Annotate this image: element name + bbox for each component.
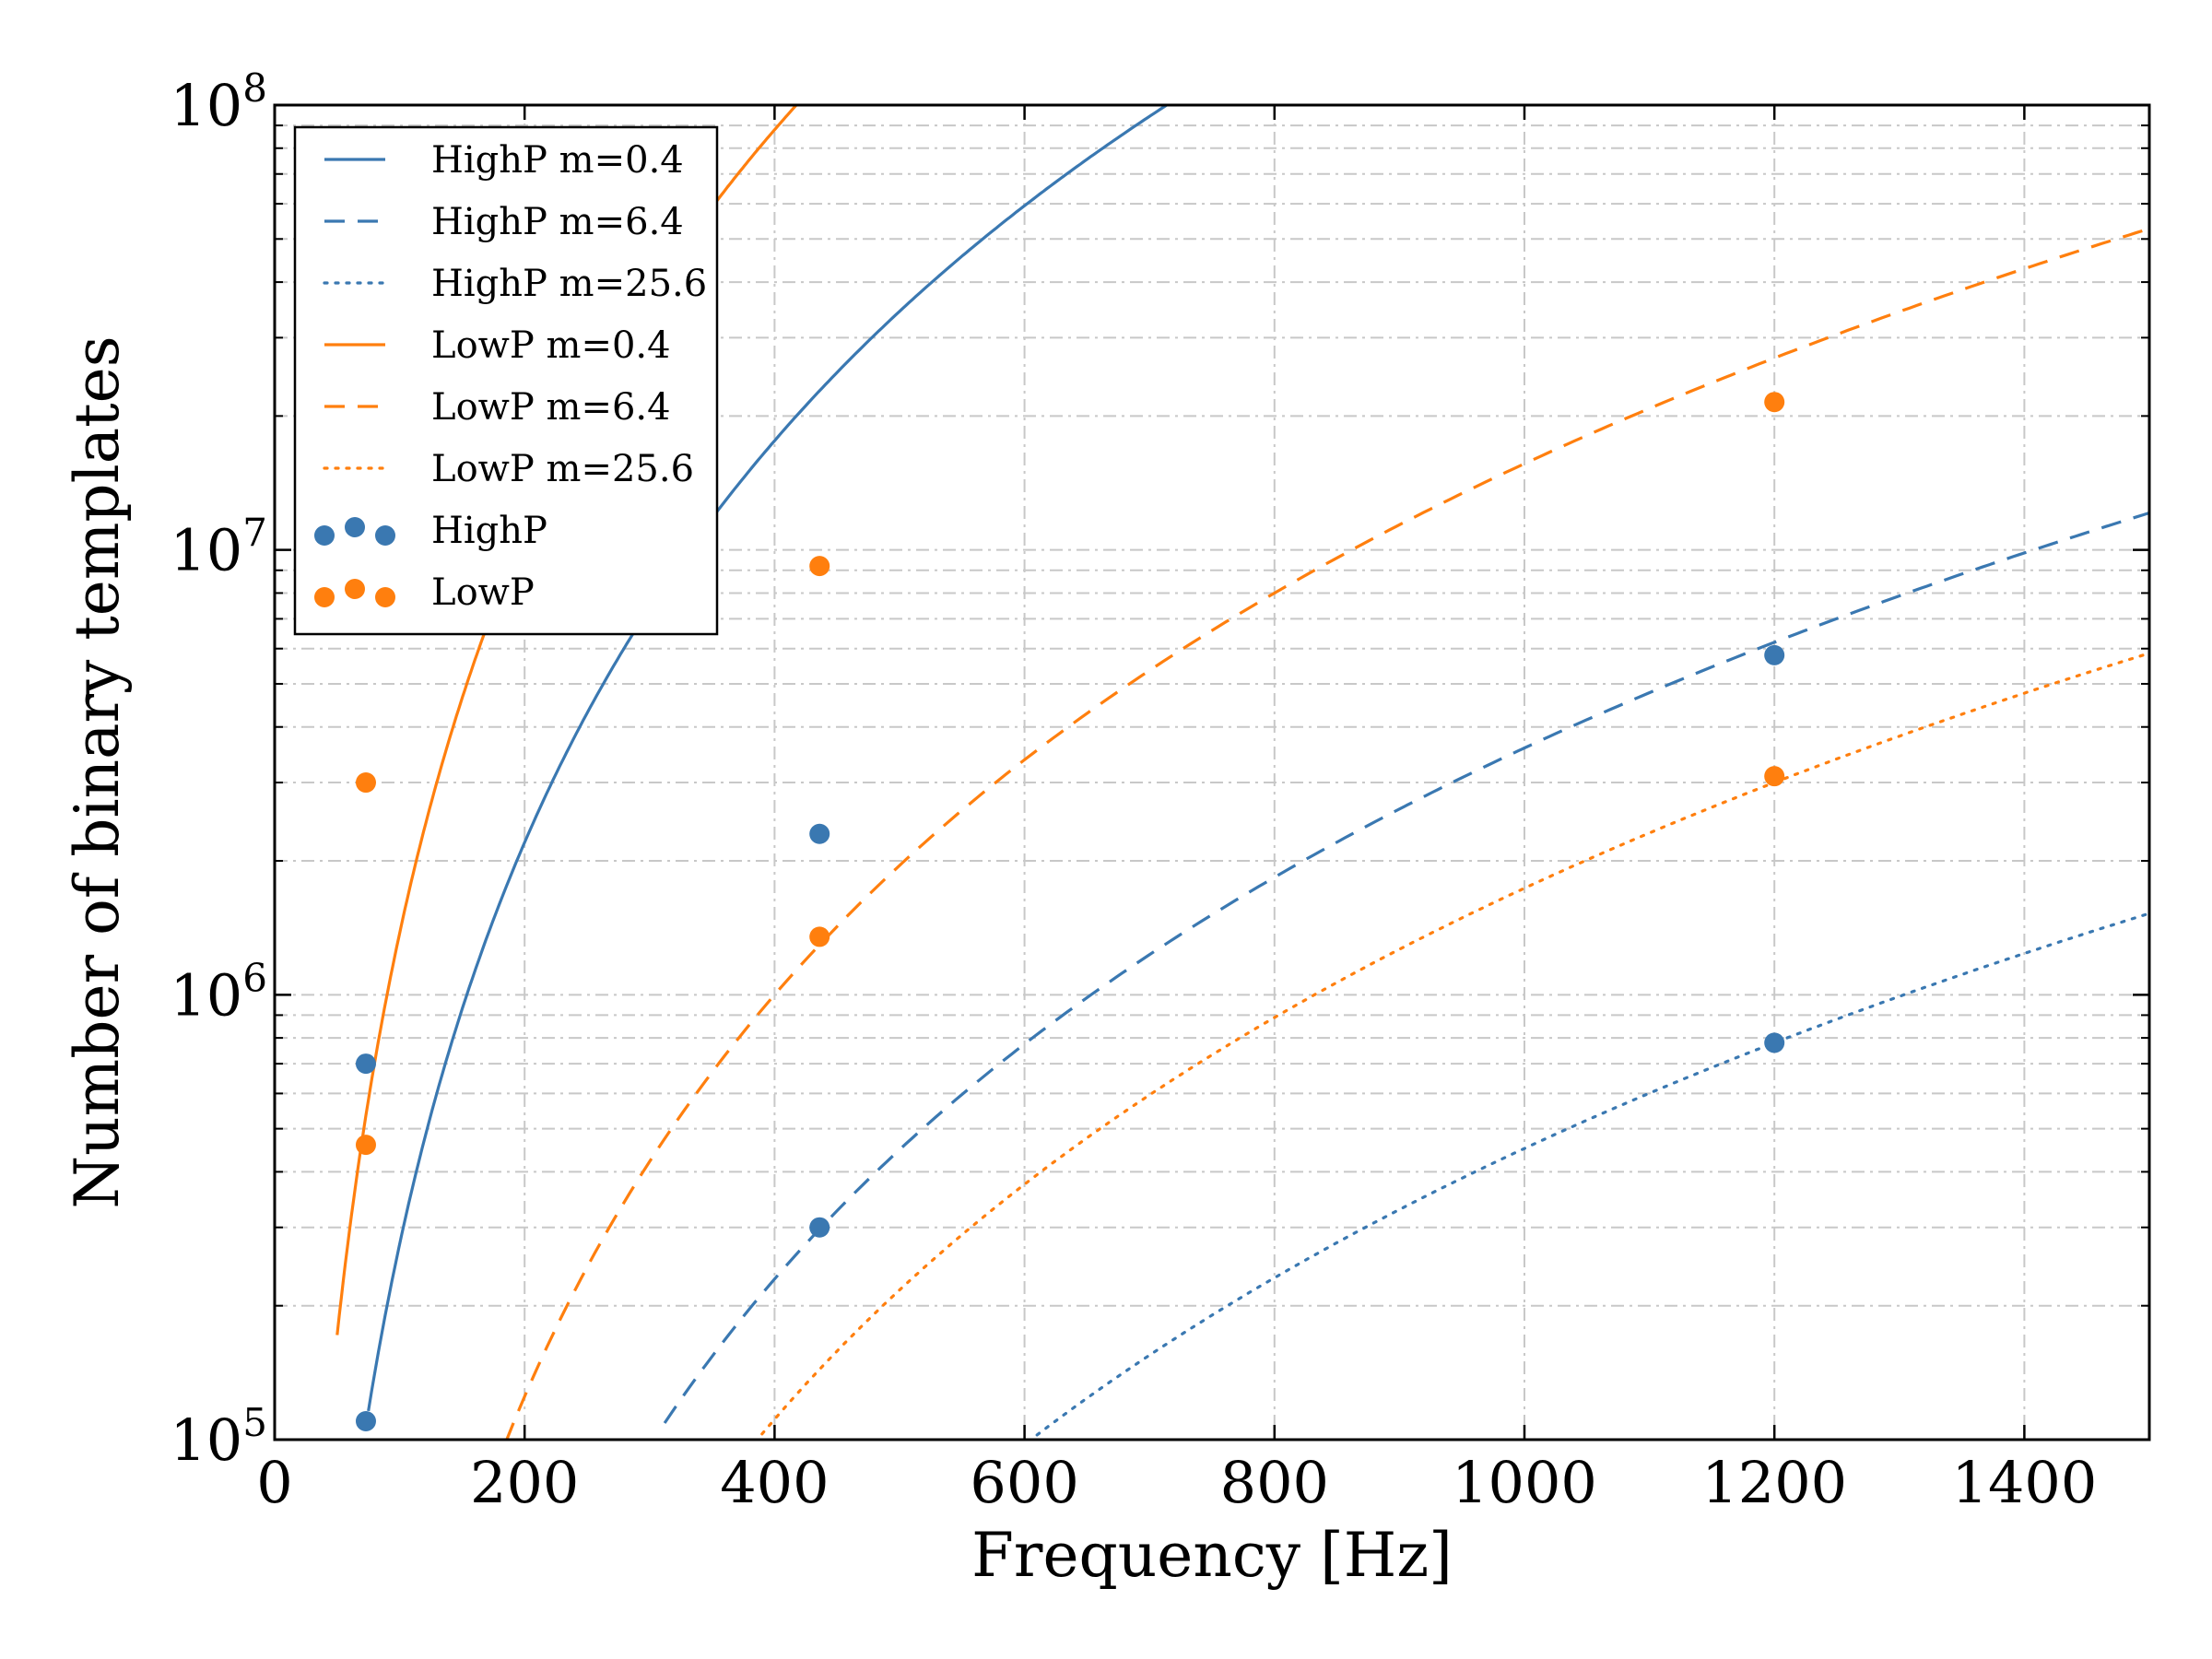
scatter-points (355, 392, 1785, 1432)
y-tick-labels: 105 106 107 108 (170, 65, 267, 1474)
y-tick-label: 106 (170, 955, 267, 1029)
y-tick-label: 108 (170, 65, 267, 139)
legend-marker-sample (375, 525, 395, 546)
scatter-point-lowp (1764, 392, 1785, 413)
x-tick-label: 1400 (1952, 1449, 2098, 1516)
scatter-point-lowp (355, 1135, 376, 1156)
scatter-point-lowp (809, 556, 830, 577)
x-tick-label: 1200 (1701, 1449, 1847, 1516)
scatter-point-highp (1764, 1032, 1785, 1053)
series-line-2 (1035, 912, 2149, 1437)
series-line-4 (505, 227, 2149, 1440)
x-tick-label: 200 (470, 1449, 579, 1516)
y-tick-label: 107 (170, 511, 267, 584)
legend-label: LowP (431, 571, 535, 614)
scatter-point-lowp (355, 772, 376, 794)
legend-marker-sample (314, 525, 335, 546)
x-tick-label: 1000 (1452, 1449, 1597, 1516)
series-line-0 (367, 105, 1170, 1412)
legend-marker-sample (314, 587, 335, 607)
legend-marker-sample (375, 587, 395, 607)
x-tick-label: 0 (256, 1449, 292, 1516)
series-lines (335, 105, 2149, 1440)
legend-marker-sample (345, 579, 365, 599)
scatter-point-lowp (1764, 766, 1785, 787)
y-tick-label: 105 (170, 1400, 267, 1474)
legend-label: HighP m=25.6 (431, 263, 707, 305)
x-tick-label: 400 (720, 1449, 829, 1516)
y-axis-label: Number of binary templates (62, 335, 133, 1208)
x-tick-label: 600 (970, 1449, 1078, 1516)
axis-ticks (273, 103, 2149, 1441)
legend-label: HighP (431, 510, 547, 552)
scatter-point-highp (809, 1217, 830, 1238)
legend-marker-sample (345, 517, 365, 537)
scatter-point-lowp (809, 926, 830, 947)
x-tick-label: 800 (1220, 1449, 1329, 1516)
legend-label: LowP m=6.4 (431, 386, 671, 429)
x-axis-label: Frequency [Hz] (971, 1520, 1453, 1591)
legend-label: LowP m=0.4 (431, 324, 671, 367)
scatter-point-highp (355, 1411, 376, 1432)
legend-box (293, 125, 719, 636)
plot-frame (273, 103, 2151, 1441)
series-line-1 (663, 511, 2149, 1424)
scatter-point-highp (1764, 644, 1785, 665)
legend-label: HighP m=6.4 (431, 201, 684, 243)
legend-label: LowP m=25.6 (431, 448, 694, 490)
legend-label: HighP m=0.4 (431, 139, 684, 182)
x-tick-labels: 0 200 400 600 800 1000 1200 1400 (256, 1449, 2097, 1516)
scatter-point-highp (809, 823, 830, 844)
series-line-5 (760, 652, 2149, 1436)
scatter-point-highp (355, 1053, 376, 1075)
legend: HighP m=0.4 HighP m=6.4 HighP m=25.6 LowP m… (293, 125, 719, 636)
